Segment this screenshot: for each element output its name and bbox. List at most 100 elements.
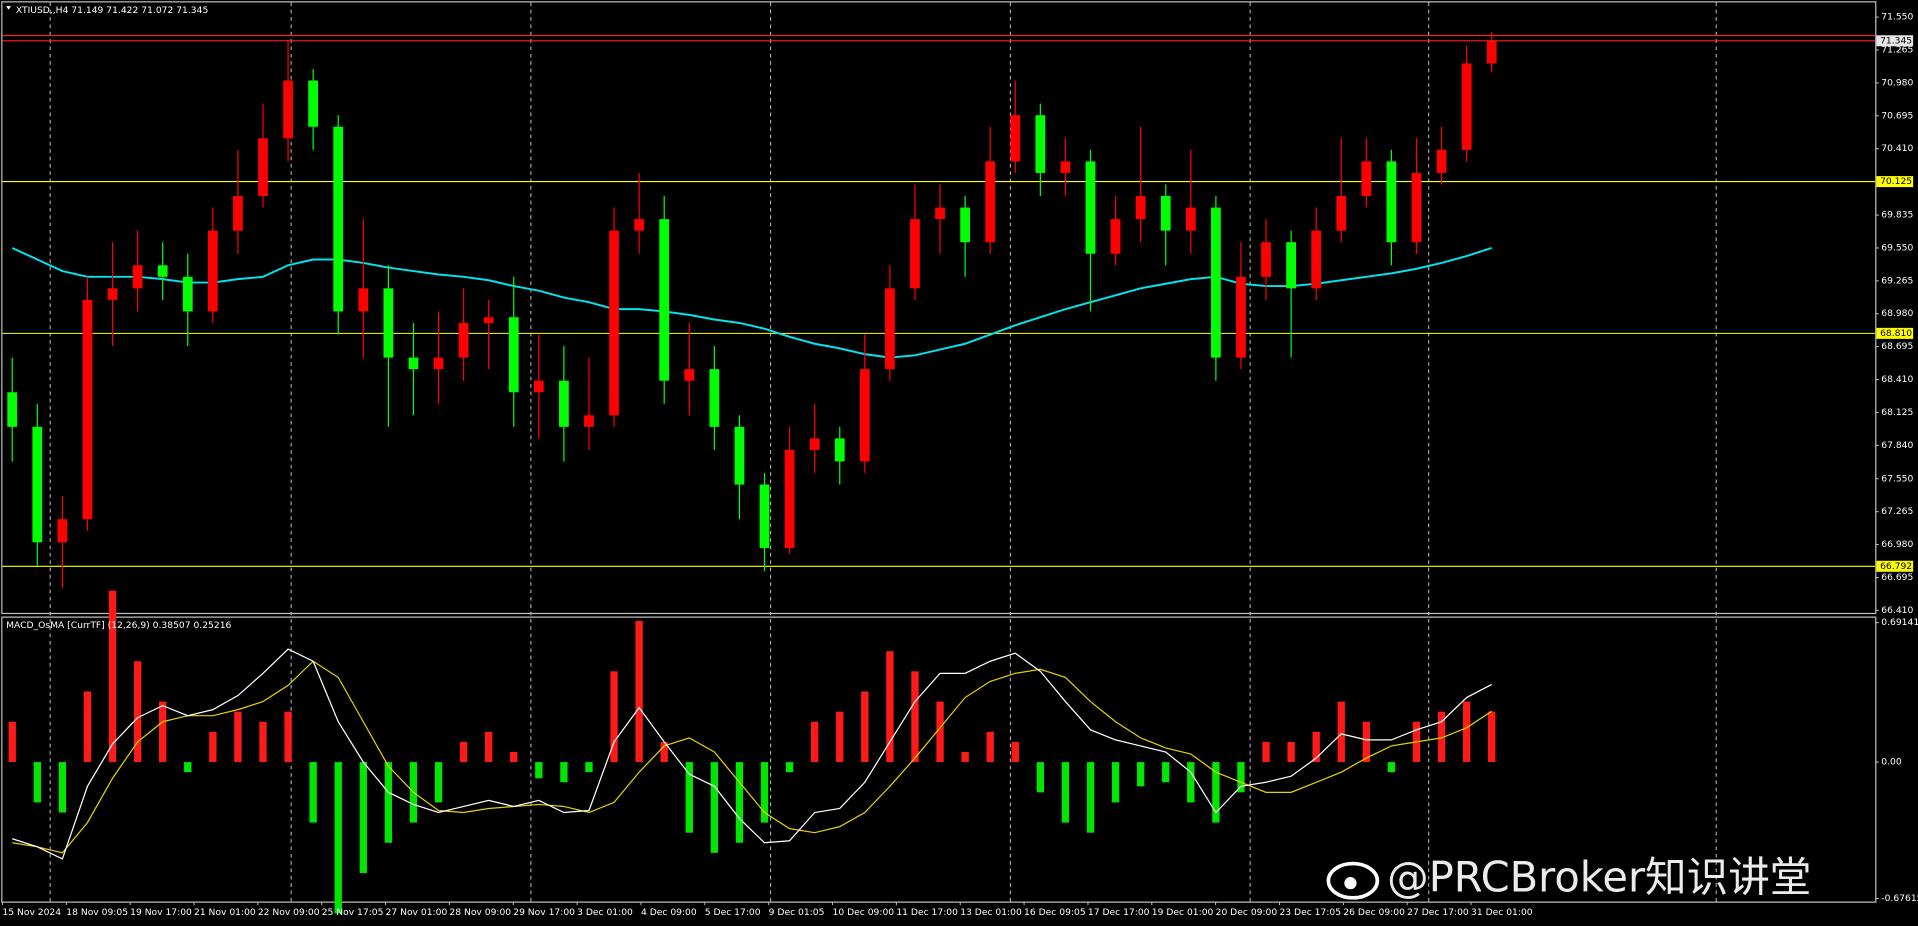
time-label: 15 Nov 2024 [2, 907, 61, 918]
time-label: 28 Nov 09:00 [449, 907, 511, 918]
time-label: 11 Dec 17:00 [896, 907, 958, 918]
candle-body [1236, 276, 1246, 358]
histogram-bar [1011, 741, 1019, 763]
candle-body [533, 380, 544, 393]
time-label: 27 Dec 17:00 [1407, 907, 1469, 918]
candle-body [1411, 172, 1422, 243]
candle-body [1110, 219, 1121, 254]
y-tick-label: 67.550 [1881, 473, 1913, 484]
histogram-bar [384, 762, 393, 843]
time-label: 25 Nov 17:05 [322, 907, 384, 918]
candle-body [408, 357, 419, 370]
y-tick-label: 66.980 [1881, 539, 1913, 550]
y-tick-label: 68.125 [1881, 407, 1913, 418]
histogram-bar [1488, 711, 1496, 763]
histogram-bar [510, 752, 518, 763]
candle-body [584, 415, 594, 427]
candle-body [809, 438, 820, 450]
time-label: 19 Nov 17:00 [130, 907, 192, 918]
histogram-bar [1212, 762, 1220, 823]
histogram-bar [535, 762, 543, 779]
candle-body [182, 276, 193, 312]
candle-body [1035, 115, 1046, 173]
time-label: 23 Dec 17:05 [1279, 907, 1341, 918]
candle-body [483, 317, 494, 323]
candle-body [684, 369, 695, 381]
histogram-bar [234, 711, 242, 763]
candle-body [559, 380, 569, 427]
histogram-bar [660, 741, 668, 763]
histogram-bar [1387, 762, 1396, 773]
candle-body [333, 126, 344, 312]
candle-body [207, 230, 218, 312]
histogram-bar [810, 721, 819, 763]
y-tick-label: 71.265 [1881, 45, 1913, 56]
level-label: 70.125 [1880, 176, 1912, 187]
histogram-bar [459, 741, 468, 763]
signal-last: 0.25216 [193, 620, 231, 631]
indicator-y-tick-label: -0.67615 [1881, 893, 1918, 904]
histogram-bar [485, 731, 493, 763]
grid [49, 2, 1717, 902]
y-tick-label: 70.980 [1881, 77, 1913, 88]
histogram-bar [434, 762, 443, 803]
histogram-bar [1312, 731, 1320, 763]
time-label: 26 Dec 09:00 [1343, 907, 1405, 918]
y-tick-label: 66.695 [1881, 572, 1913, 583]
last-low: 71.072 [141, 4, 173, 15]
histogram-bar [1086, 762, 1095, 833]
histogram-bar [961, 752, 969, 763]
histogram-bar [710, 762, 719, 853]
price-header: XTIUSD,,H4 71.149 71.422 71.072 71.345 [16, 4, 209, 15]
last-open: 71.149 [71, 4, 103, 15]
y-tick-label: 70.695 [1881, 110, 1913, 121]
y-tick-label: 69.550 [1881, 242, 1913, 253]
candle-body [107, 288, 118, 300]
y-tick-label: 67.840 [1881, 440, 1913, 451]
candle-body [308, 80, 319, 127]
y-tick-label: 69.835 [1881, 210, 1913, 221]
candle-body [734, 426, 745, 485]
histogram-bar [610, 671, 618, 763]
candle-body [784, 449, 795, 549]
candle-body [1060, 161, 1071, 173]
histogram-bar [1287, 741, 1295, 763]
histogram-bar [1187, 762, 1195, 803]
time-label: 10 Dec 09:00 [833, 907, 895, 918]
symbol: XTIUSD,,H4 [16, 4, 69, 15]
candle-body [1286, 242, 1296, 289]
time-label: 18 Nov 09:05 [66, 907, 128, 918]
menu-arrow[interactable] [6, 6, 12, 10]
y-tick-label: 71.550 [1881, 12, 1913, 23]
watermark-icon [1326, 861, 1380, 900]
candle-body [1336, 196, 1347, 231]
time-label: 13 Dec 01:00 [960, 907, 1022, 918]
y-tick-label: 68.695 [1881, 341, 1913, 352]
histogram-bar [184, 762, 192, 773]
level-label-box [1876, 327, 1914, 339]
time-label: 29 Nov 17:00 [513, 907, 575, 918]
time-label: 5 Dec 17:00 [705, 907, 761, 918]
candle-body [132, 265, 143, 289]
y-tick-label: 68.980 [1881, 308, 1913, 319]
bid-label-box [1876, 35, 1914, 47]
candle-body [1010, 115, 1021, 162]
time-label: 4 Dec 09:00 [641, 907, 697, 918]
candle-body [1185, 207, 1196, 231]
time-label: 22 Nov 09:00 [258, 907, 320, 918]
histogram-bar [1036, 762, 1045, 793]
indicator-name: MACD_OsMA [CurrTF] (12,26,9) [6, 620, 150, 631]
candle-body [383, 288, 394, 358]
histogram-bar [1061, 762, 1070, 823]
candle-body [1085, 161, 1096, 254]
histogram-bar [209, 731, 217, 763]
histogram-bar [284, 711, 292, 763]
histogram-bar [760, 762, 769, 823]
candle-body [458, 322, 469, 358]
histogram-bar [359, 762, 367, 874]
histogram-bar [911, 671, 919, 763]
candle-body [1461, 63, 1472, 150]
candle-body [1386, 161, 1397, 243]
